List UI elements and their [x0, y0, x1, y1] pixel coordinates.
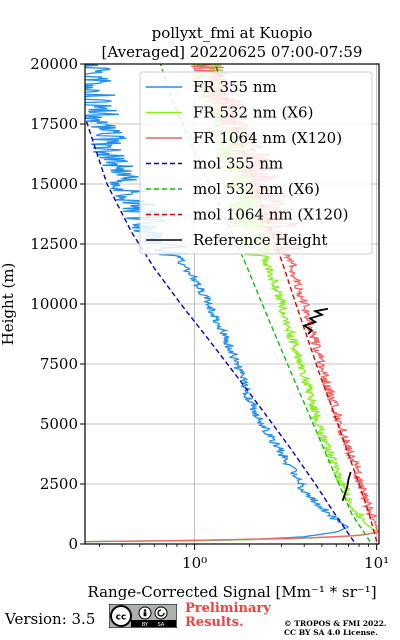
y-tick-label: 20000 — [30, 55, 78, 73]
badge-sa-text: SA — [158, 622, 165, 628]
chart-figure: pollyxt_fmi at Kuopio [Averaged] 2022062… — [0, 24, 389, 600]
chart-title-line2: [Averaged] 20220625 07:00-07:59 — [102, 43, 363, 61]
svg-text:cc: cc — [116, 613, 127, 623]
legend-box — [139, 71, 373, 255]
cc-logo-icon — [110, 605, 132, 627]
series-fr-355-nm — [85, 64, 350, 543]
copyright-line2: CC BY SA 4.0 License. — [284, 628, 378, 637]
legend-label-fr-532-nm-x6: FR 532 nm (X6) — [193, 104, 313, 122]
y-tick-label: 10000 — [30, 295, 78, 313]
x-tick-label: 10¹ — [364, 554, 389, 572]
copyright-note: © TROPOS & FMI 2022. CC BY SA 4.0 Licens… — [284, 619, 387, 637]
legend-label-fr-355-nm: FR 355 nm — [193, 78, 277, 96]
cc-license-badge: cc BY SA — [109, 604, 177, 628]
legend-label-reference-height: Reference Height — [193, 231, 327, 249]
series-mol-355-nm — [85, 116, 355, 542]
x-tick-label: 10⁰ — [182, 554, 207, 572]
legend-label-fr-1064-nm-x120: FR 1064 nm (X120) — [193, 129, 342, 147]
series-reference-height — [302, 307, 329, 335]
preliminary-line2: Results. — [185, 615, 244, 630]
chart-legend: FR 355 nm FR 532 nm (X6) FR 1064 nm (X120)… — [139, 71, 373, 255]
x-axis-label: Range-Corrected Signal [Mm⁻¹ * sr⁻¹] — [87, 583, 376, 600]
series-reference-height — [341, 471, 352, 502]
chart-ticks: 0 2500 5000 7500 10000 12500 15000 17500 20000 10… — [30, 55, 389, 572]
y-tick-label: 7500 — [40, 355, 78, 373]
legend-label-mol-1064-nm-x120: mol 1064 nm (X120) — [193, 206, 348, 224]
y-tick-label: 15000 — [30, 175, 78, 193]
chart-title-line1: pollyxt_fmi at Kuopio — [152, 24, 313, 42]
y-tick-label: 5000 — [40, 415, 78, 433]
badge-by-text: BY — [142, 622, 149, 628]
y-tick-label: 2500 — [40, 475, 78, 493]
share-alike-icon — [154, 606, 168, 620]
legend-label-mol-355-nm: mol 355 nm — [193, 155, 283, 173]
copyright-line1: © TROPOS & FMI 2022. — [284, 619, 387, 628]
y-axis-label: Height (m) — [0, 263, 17, 346]
preliminary-line1: Preliminary — [185, 601, 271, 616]
legend-label-mol-532-nm-x6: mol 532 nm (X6) — [193, 180, 320, 198]
y-tick-label: 0 — [68, 535, 78, 553]
y-tick-label: 12500 — [30, 235, 78, 253]
y-tick-label: 17500 — [30, 115, 78, 133]
preliminary-results-note: Preliminary Results. — [185, 602, 271, 630]
version-label: Version: 3.5 — [5, 610, 96, 628]
